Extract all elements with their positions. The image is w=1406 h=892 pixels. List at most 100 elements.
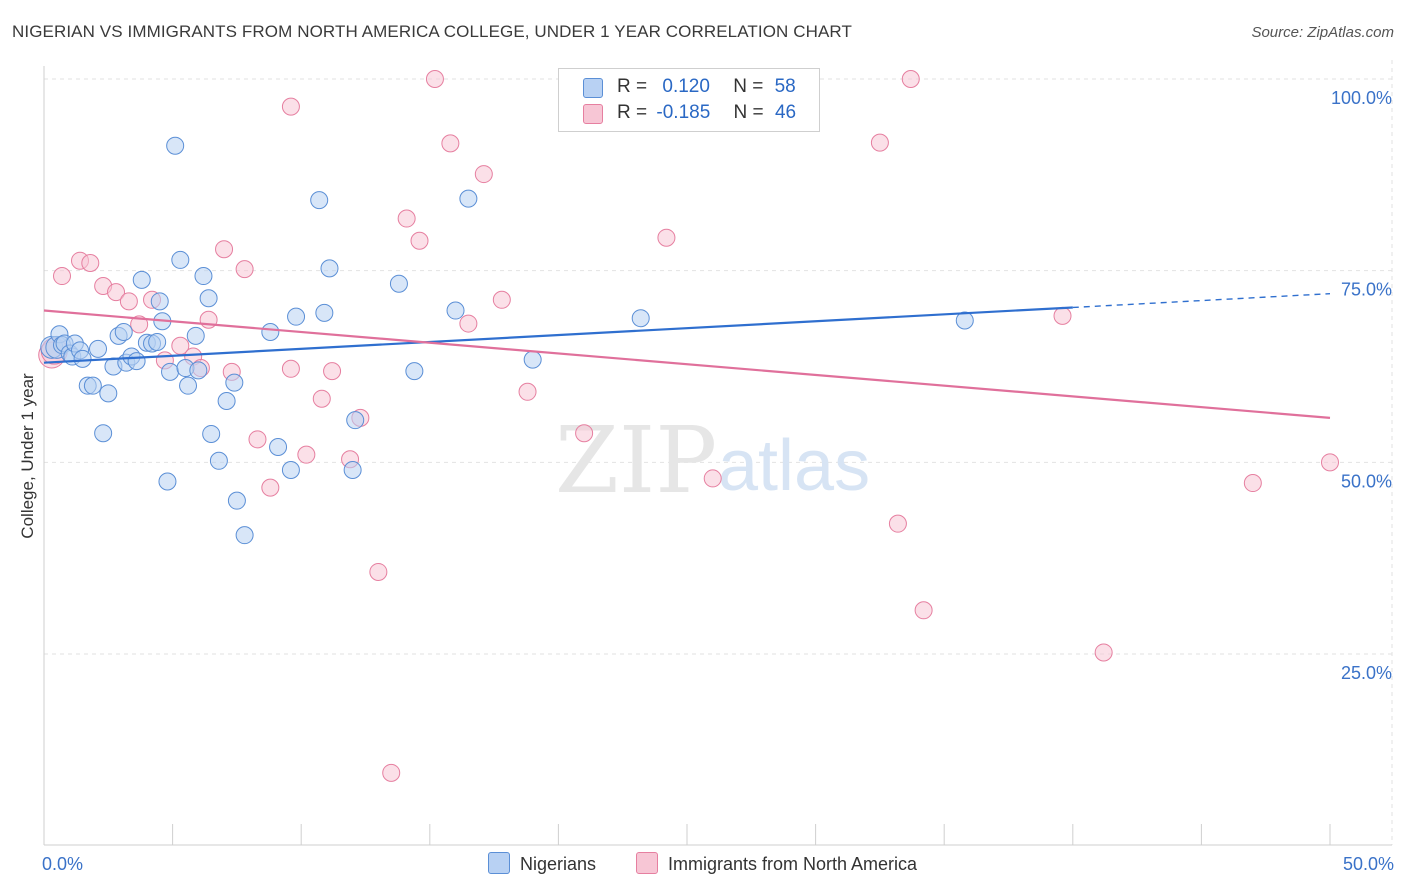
chart-title: NIGERIAN VS IMMIGRANTS FROM NORTH AMERIC… [12,22,852,41]
point-nigerians [523,350,542,369]
trend-nigerians [43,306,1073,364]
point-immigrants [459,314,478,333]
tick-labels: 100.0% 75.0% 50.0% 25.0% 0.0% 50.0% [42,88,1394,874]
trend-nigerians-extension [1072,292,1331,309]
point-nigerians [73,349,92,368]
point-nigerians [343,461,362,479]
point-nigerians [315,303,334,322]
point-immigrants [575,424,594,443]
point-immigrants [248,430,267,449]
point-nigerians [281,461,300,479]
point-nigerians [225,373,244,392]
legend: R = 0.120 N = 58 R = -0.185 N = 46 [558,68,820,132]
point-nigerians [127,352,146,371]
point-nigerians [189,361,208,380]
point-nigerians [150,292,169,311]
point-nigerians [179,376,198,395]
y-tick-label: 25.0% [1341,663,1392,683]
point-immigrants [130,315,149,334]
legend-n-value: 58 [774,76,796,97]
point-immigrants [312,389,331,408]
point-nigerians [94,424,113,443]
y-tick-label: 100.0% [1331,88,1392,108]
point-nigerians [320,259,339,278]
point-immigrants [518,382,537,401]
point-nigerians [217,392,236,410]
point-nigerians [235,526,254,545]
legend-r-label: R = [617,102,648,123]
point-nigerians [199,289,218,308]
point-immigrants [474,165,493,184]
point-immigrants [410,231,429,250]
point-nigerians [83,376,102,395]
point-immigrants [441,134,460,153]
point-nigerians [389,274,408,293]
point-nigerians [346,411,365,430]
point-immigrants [369,562,388,581]
legend-n-label: N = [733,76,764,97]
point-nigerians [194,267,213,286]
watermark-zip: ZIP [555,407,717,514]
y-tick-label: 75.0% [1341,280,1392,300]
point-immigrants [1321,453,1339,472]
point-immigrants [323,362,342,381]
point-nigerians [459,189,478,208]
axes [43,66,1392,846]
point-immigrants [382,763,401,782]
point-immigrants [215,240,234,259]
point-immigrants [901,70,920,88]
point-immigrants [107,283,126,302]
point-immigrants [657,228,676,247]
point-immigrants [397,209,416,228]
trend-lines [43,292,1331,419]
point-nigerians [114,323,133,341]
point-nigerians [227,491,246,510]
point-nigerians [99,384,118,403]
point-nigerians [287,307,306,326]
point-nigerians [202,424,221,443]
bottom-legend-immigrants: Immigrants from North America [636,852,917,875]
point-nigerians [310,191,329,210]
legend-r-value: 0.120 [662,76,710,97]
point-immigrants [235,260,254,279]
point-nigerians [166,136,185,155]
point-immigrants [888,514,907,533]
point-nigerians [405,362,424,381]
point-immigrants [119,292,138,311]
point-immigrants [281,97,300,116]
point-immigrants [1053,306,1072,325]
bottom-legend-label: Nigerians [520,854,597,874]
legend-swatch-pink [583,104,603,124]
point-nigerians [158,472,177,491]
point-nigerians [955,311,974,330]
point-immigrants [1094,643,1113,662]
legend-swatch-blue [583,78,603,98]
trend-immigrants [43,309,1331,419]
point-immigrants [81,254,100,272]
point-immigrants [297,445,316,464]
bottom-legend-swatch-pink [636,852,658,874]
point-immigrants [261,478,280,497]
point-immigrants [53,267,72,286]
legend-n-value: 46 [774,102,797,123]
point-immigrants [870,133,889,152]
point-nigerians [148,332,167,351]
point-immigrants [914,601,933,620]
point-nigerians [171,250,190,269]
y-axis-label: College, Under 1 year [18,373,37,539]
point-immigrants [492,290,511,309]
point-nigerians [89,339,108,358]
point-nigerians [261,323,280,341]
point-nigerians [269,438,288,456]
legend-r-label: R = [617,76,648,97]
bottom-legend-swatch-blue [488,852,510,874]
point-nigerians [631,309,650,328]
point-immigrants [281,359,300,378]
watermark-atlas: atlas [718,426,870,506]
point-nigerians [186,326,205,345]
bottom-legend-nigerians: Nigerians [488,852,596,875]
bottom-legend-label: Immigrants from North America [668,854,918,874]
source-credit: Source: ZipAtlas.com [1251,24,1394,41]
legend-n-label: N = [733,102,764,123]
